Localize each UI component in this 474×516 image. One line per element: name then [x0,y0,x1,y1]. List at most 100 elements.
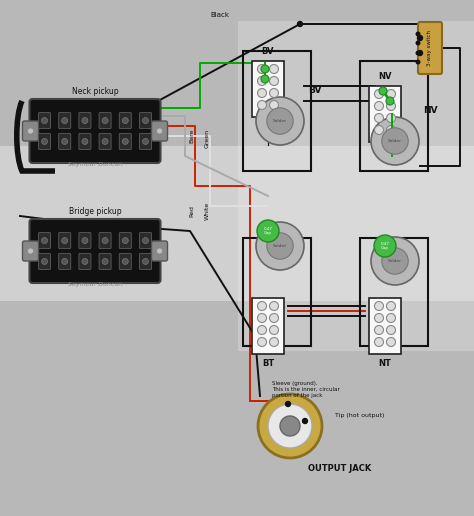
Circle shape [416,51,420,56]
FancyBboxPatch shape [22,121,38,141]
Text: ground wire from bridge: ground wire from bridge [52,220,128,225]
Circle shape [82,259,88,264]
Circle shape [302,418,308,424]
Text: 0.47
Cap: 0.47 Cap [264,227,273,235]
Text: Tip (hot output): Tip (hot output) [335,413,384,418]
Bar [252,61,284,117]
FancyBboxPatch shape [79,112,91,128]
Text: White: White [204,202,210,220]
Circle shape [102,259,108,264]
Bar [360,238,428,346]
Circle shape [143,237,148,244]
Circle shape [257,314,266,322]
FancyBboxPatch shape [59,233,71,249]
Circle shape [418,36,422,40]
Circle shape [257,220,279,242]
Circle shape [386,314,395,322]
Text: Solder: Solder [388,259,402,263]
Bar [369,86,401,142]
Circle shape [257,101,266,109]
Circle shape [371,237,419,285]
Circle shape [267,108,293,134]
Circle shape [156,248,163,254]
Text: Seymour Duncan: Seymour Duncan [68,162,122,167]
Circle shape [258,394,322,458]
Circle shape [270,101,279,109]
Text: Solder: Solder [273,119,287,123]
Text: Solder: Solder [273,244,287,248]
Circle shape [257,76,266,86]
Bar [238,21,474,351]
Circle shape [416,31,420,37]
Circle shape [386,89,395,99]
FancyBboxPatch shape [59,134,71,150]
Circle shape [42,118,47,123]
Bar [252,298,284,354]
FancyBboxPatch shape [139,134,152,150]
FancyBboxPatch shape [22,241,38,261]
Bar [243,238,311,346]
FancyBboxPatch shape [119,112,131,128]
Text: Green: Green [204,128,210,148]
Bar [369,298,401,354]
Circle shape [374,125,383,135]
Text: NV: NV [423,106,438,115]
Text: BT: BT [262,359,274,368]
Circle shape [257,326,266,334]
Text: BV: BV [262,47,274,56]
Circle shape [374,301,383,311]
Circle shape [270,76,279,86]
Circle shape [280,416,300,436]
Circle shape [156,128,163,134]
Circle shape [270,314,279,322]
Circle shape [257,89,266,98]
Circle shape [256,97,304,145]
Circle shape [143,138,148,144]
FancyBboxPatch shape [38,134,51,150]
FancyBboxPatch shape [79,134,91,150]
Circle shape [374,235,396,257]
Text: Black: Black [210,12,229,18]
Circle shape [270,301,279,311]
Circle shape [143,259,148,264]
Circle shape [257,64,266,73]
Circle shape [102,138,108,144]
Circle shape [102,237,108,244]
Circle shape [285,401,291,407]
Circle shape [122,138,128,144]
Circle shape [374,337,383,347]
Circle shape [386,337,395,347]
Circle shape [374,89,383,99]
FancyBboxPatch shape [38,112,51,128]
FancyBboxPatch shape [29,219,161,283]
FancyBboxPatch shape [79,233,91,249]
Circle shape [386,301,395,311]
Text: Red: Red [190,205,194,217]
Circle shape [416,40,420,45]
FancyBboxPatch shape [152,241,167,261]
Circle shape [416,59,420,64]
FancyBboxPatch shape [99,233,111,249]
Circle shape [42,237,47,244]
Circle shape [257,301,266,311]
FancyBboxPatch shape [119,233,131,249]
Circle shape [267,233,293,259]
Circle shape [382,128,408,154]
Circle shape [261,65,269,73]
Bar [243,51,311,171]
Circle shape [62,138,68,144]
FancyBboxPatch shape [139,233,152,249]
Circle shape [270,89,279,98]
Text: Bridge pickup: Bridge pickup [69,207,121,216]
Circle shape [82,138,88,144]
Text: Bare: Bare [190,129,194,143]
FancyBboxPatch shape [29,99,161,163]
Circle shape [270,64,279,73]
Circle shape [27,128,34,134]
FancyBboxPatch shape [99,253,111,269]
Text: 3-way switch: 3-way switch [428,30,432,66]
Circle shape [143,118,148,123]
FancyBboxPatch shape [59,253,71,269]
Circle shape [82,118,88,123]
Circle shape [122,259,128,264]
